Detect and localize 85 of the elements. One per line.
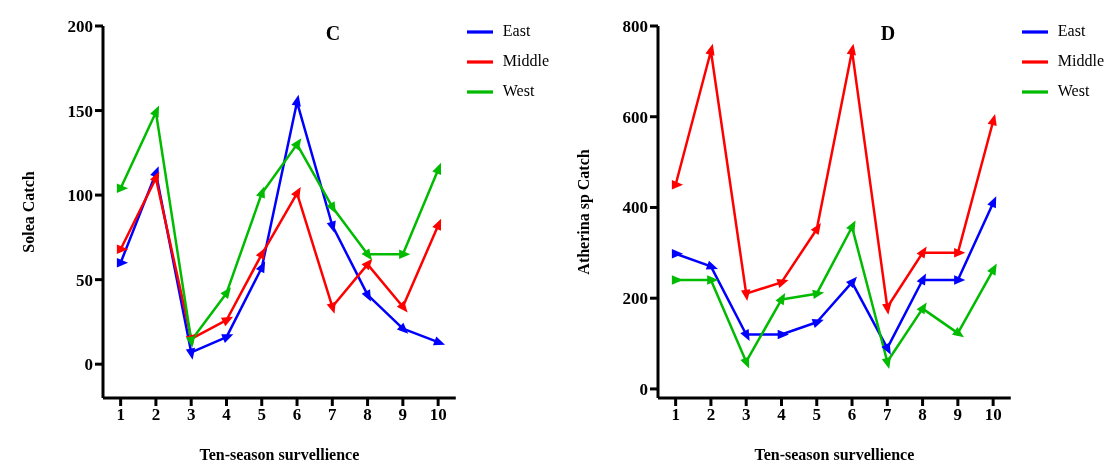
point xyxy=(255,247,266,260)
point xyxy=(846,43,856,56)
point xyxy=(671,249,684,259)
legend-label: Middle xyxy=(502,52,549,69)
point xyxy=(882,302,892,315)
point xyxy=(361,258,373,271)
point xyxy=(707,275,719,285)
y-tick-label: 50 xyxy=(76,270,93,290)
x-tick-label: 2 xyxy=(706,405,716,425)
x-tick-label: 3 xyxy=(186,405,196,425)
x-axis-title: Ten-season survellience xyxy=(754,446,915,463)
y-tick-label: 800 xyxy=(622,17,648,37)
x-tick-label: 4 xyxy=(777,405,787,425)
x-tick-label: 7 xyxy=(328,405,338,425)
x-tick-label: 10 xyxy=(429,405,447,425)
point xyxy=(812,289,825,299)
y-tick-label: 100 xyxy=(67,186,93,206)
point xyxy=(432,162,442,176)
point xyxy=(705,43,715,56)
chart-title: D xyxy=(880,22,896,44)
x-tick-label: 3 xyxy=(741,405,751,425)
point xyxy=(396,322,409,334)
y-tick-label: 0 xyxy=(639,379,648,399)
x-tick-label: 5 xyxy=(257,405,266,425)
x-tick-label: 1 xyxy=(116,405,125,425)
x-tick-label: 9 xyxy=(398,405,408,425)
x-axis-title: Ten-season survellience xyxy=(199,446,360,463)
point xyxy=(740,356,750,369)
y-tick-label: 200 xyxy=(622,289,648,309)
point xyxy=(291,94,301,107)
legend-label: West xyxy=(502,82,535,99)
legend-label: East xyxy=(1057,22,1086,39)
point xyxy=(987,263,997,276)
point xyxy=(740,328,750,342)
point xyxy=(326,201,336,214)
point xyxy=(741,289,751,302)
point xyxy=(881,356,891,369)
point xyxy=(255,261,266,274)
point xyxy=(775,293,786,306)
x-tick-label: 8 xyxy=(363,405,372,425)
point xyxy=(150,105,160,118)
x-tick-label: 6 xyxy=(847,405,857,425)
y-tick-label: 600 xyxy=(622,107,648,127)
point xyxy=(326,301,336,314)
point xyxy=(326,220,336,233)
point xyxy=(777,329,789,340)
x-tick-label: 10 xyxy=(984,405,1002,425)
point xyxy=(150,171,160,184)
point xyxy=(810,223,821,235)
point xyxy=(220,287,231,299)
y-tick-label: 0 xyxy=(84,355,93,375)
point xyxy=(952,327,964,338)
point xyxy=(396,300,408,313)
x-tick-label: 1 xyxy=(671,405,680,425)
legend-label: Middle xyxy=(1057,52,1104,69)
point xyxy=(705,260,718,270)
point xyxy=(291,186,301,200)
y-tick-label: 400 xyxy=(622,198,648,218)
point xyxy=(432,218,442,231)
x-tick-label: 2 xyxy=(151,405,161,425)
y-tick-label: 200 xyxy=(67,17,93,37)
y-axis-title: Solea Catch xyxy=(19,171,37,253)
point xyxy=(361,289,371,302)
point xyxy=(361,248,373,261)
point xyxy=(291,138,302,151)
point xyxy=(916,246,927,259)
point xyxy=(916,273,927,286)
point xyxy=(185,347,196,360)
x-tick-label: 7 xyxy=(883,405,893,425)
point xyxy=(846,276,857,289)
point xyxy=(916,302,927,315)
x-tick-label: 6 xyxy=(292,405,302,425)
x-tick-label: 9 xyxy=(953,405,963,425)
y-axis-title: Atherina sp Catch xyxy=(574,149,593,275)
legend-label: West xyxy=(1057,82,1090,99)
point xyxy=(846,220,856,233)
x-tick-label: 5 xyxy=(812,405,821,425)
y-tick-label: 150 xyxy=(67,101,93,121)
x-tick-label: 8 xyxy=(918,405,927,425)
point xyxy=(881,342,891,355)
chart-title: C xyxy=(325,22,341,44)
point xyxy=(987,114,997,127)
x-tick-label: 4 xyxy=(222,405,232,425)
point xyxy=(987,196,997,209)
legend-label: East xyxy=(502,22,531,39)
